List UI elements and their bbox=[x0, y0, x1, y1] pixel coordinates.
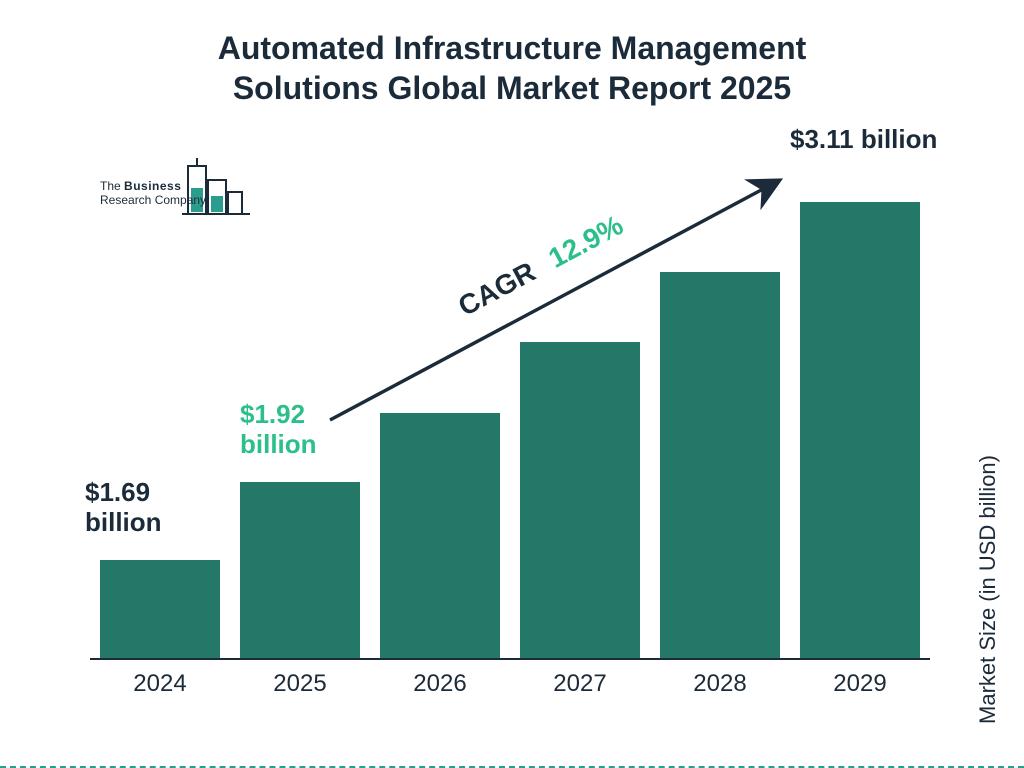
value-2025-unit: billion bbox=[240, 430, 317, 460]
bar bbox=[240, 482, 360, 658]
bar bbox=[660, 272, 780, 658]
x-axis-label: 2027 bbox=[520, 664, 640, 698]
bar-slot bbox=[240, 482, 360, 658]
y-axis-label: Market Size (in USD billion) bbox=[975, 455, 1001, 724]
bars-container bbox=[90, 178, 930, 658]
x-axis-label: 2025 bbox=[240, 664, 360, 698]
bar-slot bbox=[100, 560, 220, 658]
title-line1: Automated Infrastructure Management bbox=[0, 28, 1024, 68]
bar bbox=[800, 202, 920, 658]
bar-slot bbox=[380, 413, 500, 658]
value-2024-amount: $1.69 bbox=[85, 478, 162, 508]
bar bbox=[380, 413, 500, 658]
x-labels-container: 2024 2025 2026 2027 2028 2029 bbox=[90, 664, 930, 700]
value-label-2024: $1.69 billion bbox=[85, 478, 162, 538]
bar bbox=[100, 560, 220, 658]
bar-chart: 2024 2025 2026 2027 2028 2029 bbox=[90, 150, 930, 700]
x-axis-label: 2026 bbox=[380, 664, 500, 698]
chart-title: Automated Infrastructure Management Solu… bbox=[0, 28, 1024, 108]
bar bbox=[520, 342, 640, 658]
bar-slot bbox=[800, 202, 920, 658]
x-axis-line bbox=[90, 658, 930, 660]
bar-slot bbox=[660, 272, 780, 658]
value-label-2029: $3.11 billion bbox=[790, 125, 937, 155]
title-line2: Solutions Global Market Report 2025 bbox=[0, 68, 1024, 108]
x-axis-label: 2029 bbox=[800, 664, 920, 698]
value-label-2025: $1.92 billion bbox=[240, 400, 317, 460]
bar-slot bbox=[520, 342, 640, 658]
value-2024-unit: billion bbox=[85, 508, 162, 538]
x-axis-label: 2028 bbox=[660, 664, 780, 698]
x-axis-label: 2024 bbox=[100, 664, 220, 698]
value-2025-amount: $1.92 bbox=[240, 400, 317, 430]
